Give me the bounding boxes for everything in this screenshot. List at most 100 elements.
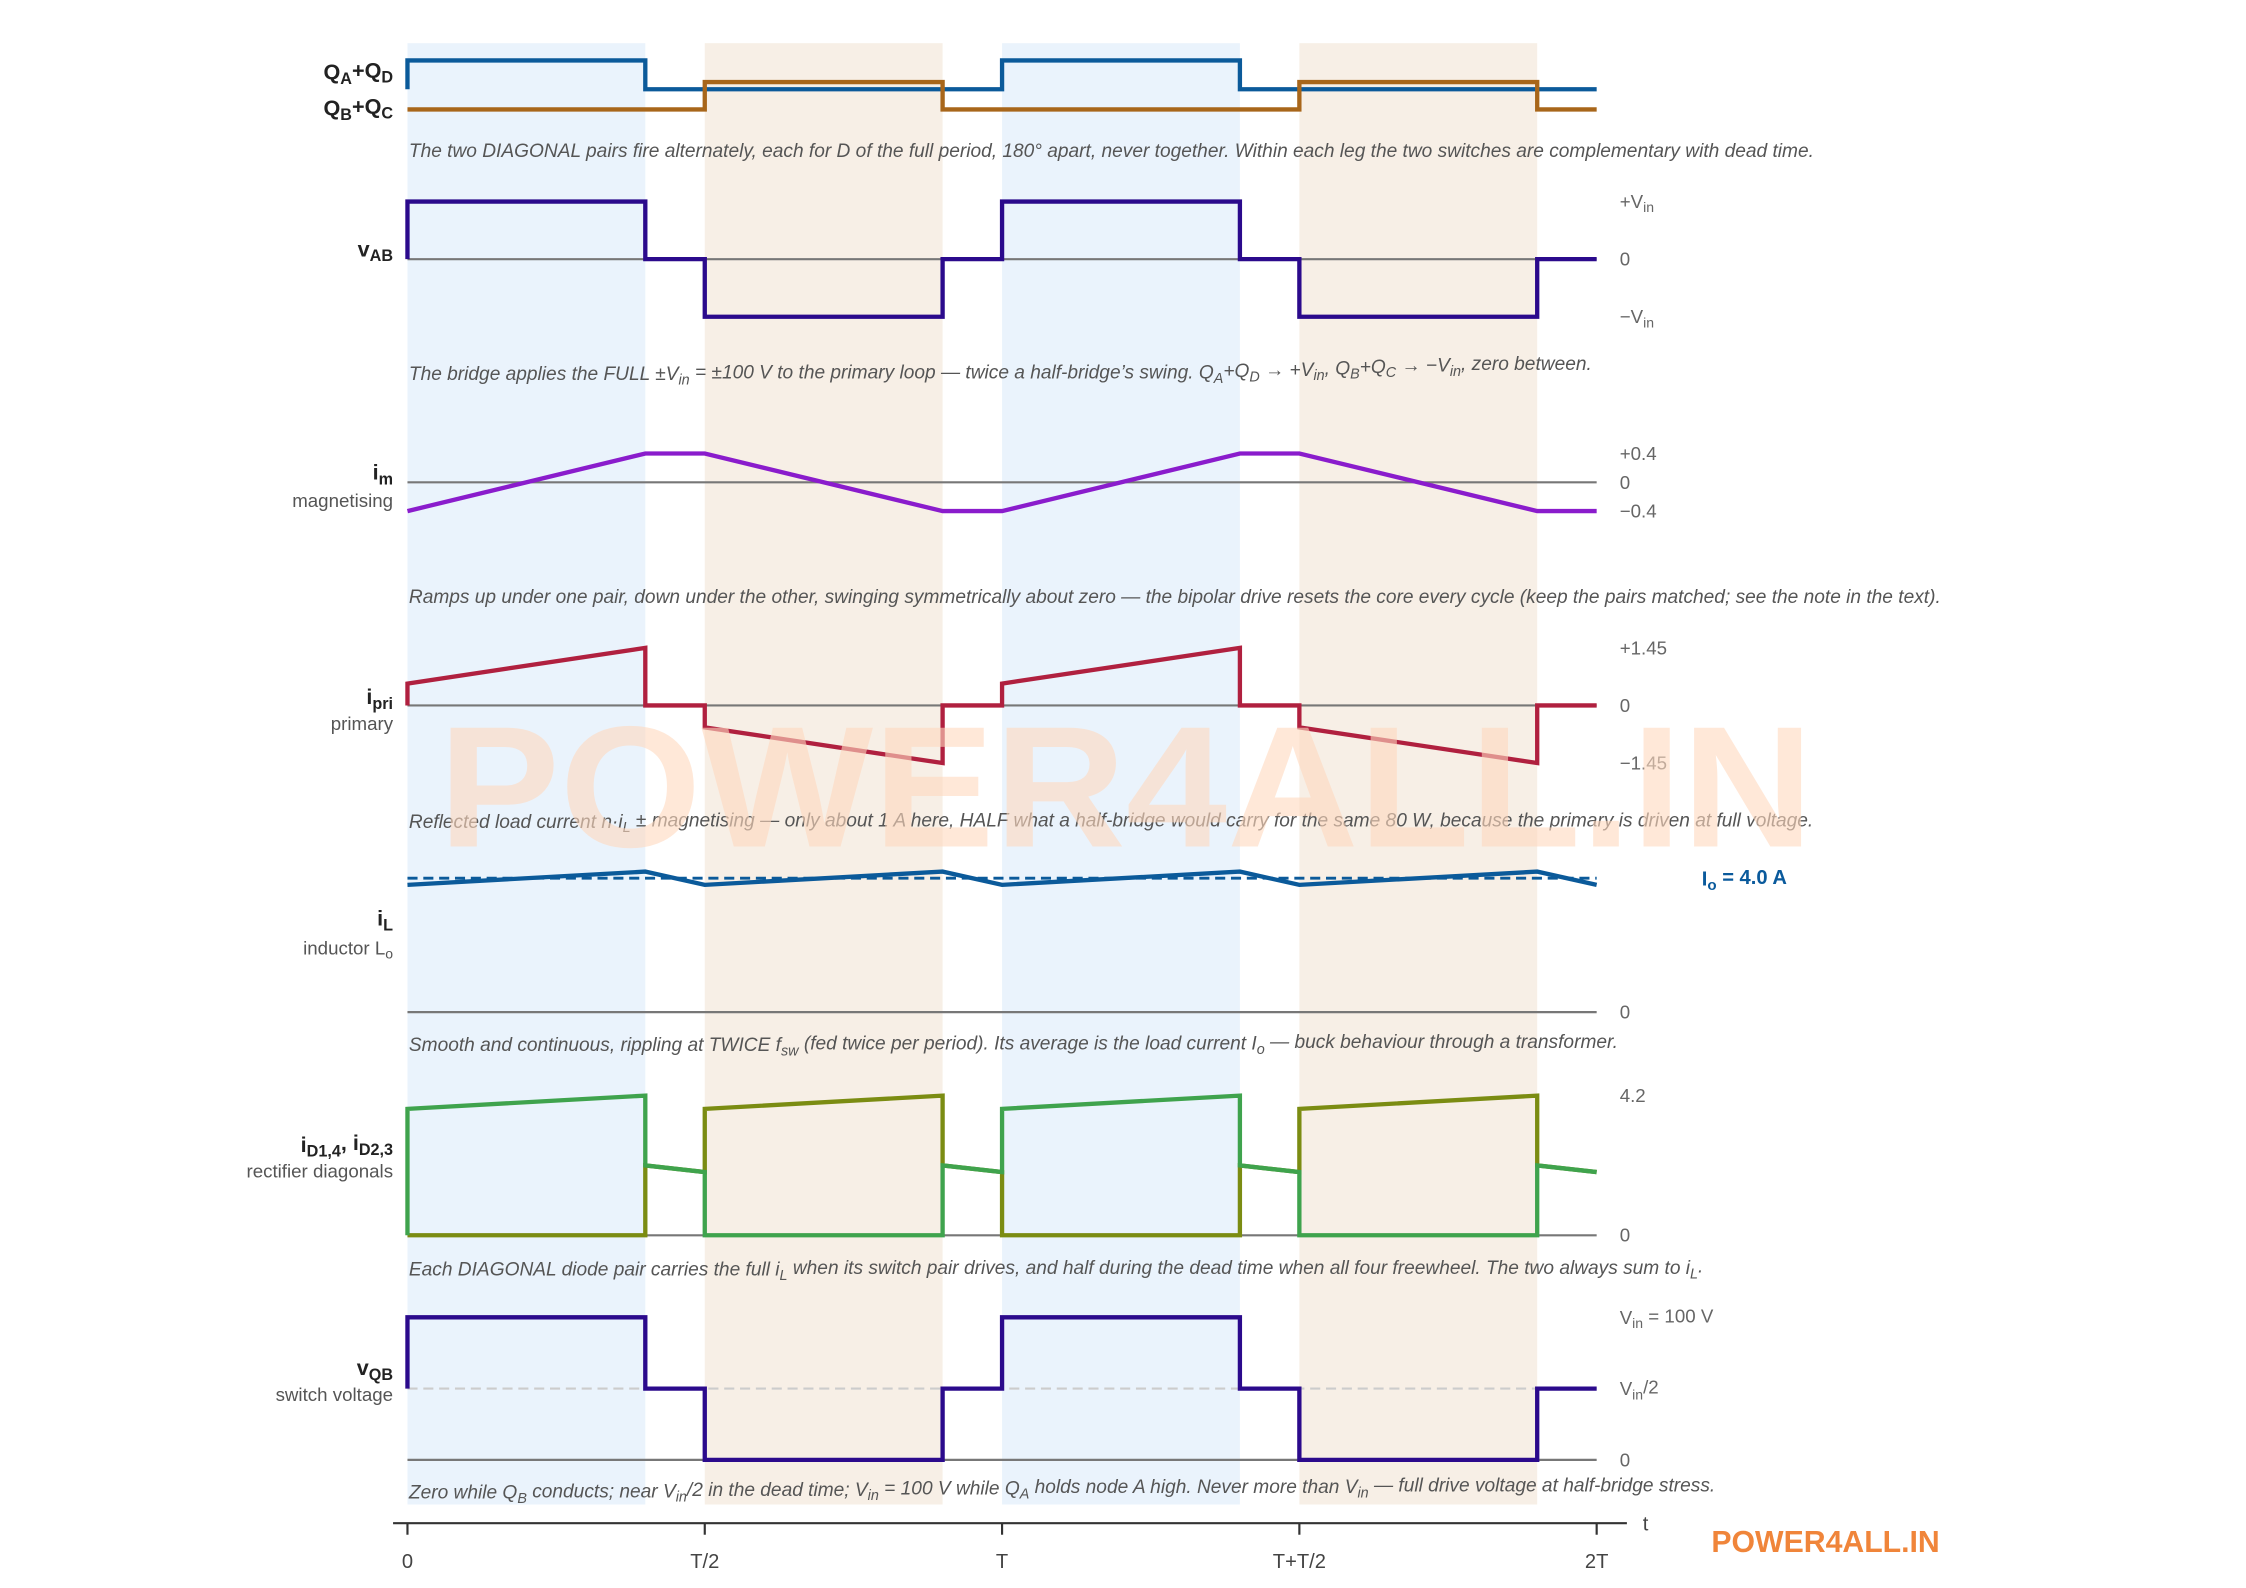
caption-id-text: Each DIAGONAL diode pair carries the ful… — [409, 1260, 780, 1281]
vab-tick-label-text: +V — [1620, 191, 1644, 212]
drive-interval-shade — [1002, 43, 1240, 1505]
caption-vab-text: D — [1249, 370, 1259, 386]
caption-im-text: Ramps up under one pair, down under the … — [409, 587, 1941, 608]
vqb-tick-label-text: in — [1632, 1315, 1643, 1331]
label-vqb: vQB — [357, 1355, 393, 1384]
label-qa-qd-text: +Q — [352, 58, 381, 83]
label-id-text: , i — [341, 1130, 359, 1155]
id-tick-label: 4.2 — [1620, 1085, 1646, 1106]
ipri-tick-label: +1.45 — [1620, 637, 1667, 658]
label-qb-qc: QB+QC — [323, 94, 393, 124]
vqb-tick-label-text: V — [1620, 1307, 1633, 1328]
caption-vab-text: in — [678, 372, 689, 388]
vab-tick-label: 0 — [1620, 249, 1630, 270]
caption-vab-text: The bridge applies the FULL ±V — [409, 364, 681, 385]
vqb-tick-label-text: 0 — [1620, 1449, 1630, 1470]
caption-vab-text: C — [1386, 365, 1397, 381]
im-tick-label: +0.4 — [1620, 443, 1657, 464]
time-tick-label: T+T/2 — [1273, 1551, 1326, 1573]
caption-il-text: Smooth and continuous, rippling at TWICE… — [409, 1035, 783, 1056]
time-tick-label: T — [996, 1551, 1008, 1573]
caption-vqb-text: /2 in the dead time; V — [685, 1480, 870, 1501]
caption-il-text: o — [1257, 1042, 1265, 1058]
caption-vab-text: B — [1350, 367, 1360, 383]
vqb-tick-label-text: /2 — [1643, 1377, 1659, 1398]
ipri-tick-label-text: 0 — [1620, 695, 1630, 716]
caption-vab-text: → +V — [1260, 360, 1316, 381]
caption-vqb-text: B — [517, 1491, 527, 1507]
caption-vqb: Zero while QB conducts; near Vin/2 in th… — [408, 1476, 1715, 1507]
caption-id-text: L — [1690, 1266, 1698, 1282]
sublabel-switch-voltage-text: switch voltage — [276, 1384, 393, 1405]
caption-il-text: (fed twice per period). Its average is t… — [799, 1034, 1258, 1055]
caption-il-text: sw — [781, 1043, 800, 1059]
label-il: iL — [377, 906, 393, 935]
label-qb-qc-text: B — [340, 106, 352, 124]
caption-id-text: when its switch pair drives, and half du… — [788, 1258, 1691, 1279]
label-id-text: D1,4 — [307, 1143, 341, 1161]
caption-vab: The bridge applies the FULL ±Vin = ±100 … — [409, 354, 1592, 388]
waveform-series — [405, 58, 1598, 1463]
label-im-text: i — [373, 459, 379, 484]
sublabel-primary: primary — [331, 713, 394, 734]
sublabel-magnetising: magnetising — [292, 490, 393, 511]
caption-id-text: L — [780, 1268, 788, 1284]
label-il-text: L — [383, 917, 393, 935]
io-average-label-text: = 4.0 A — [1717, 867, 1788, 889]
caption-id-text: . — [1698, 1257, 1703, 1278]
caption-gate: The two DIAGONAL pairs fire alternately,… — [409, 141, 1814, 162]
im-tick-label: −0.4 — [1620, 501, 1657, 522]
vqb-series-0 — [405, 1315, 1597, 1463]
vqb-tick-label: 0 — [1620, 1449, 1630, 1470]
vab-tick-label-text: −V — [1620, 306, 1644, 327]
sublabel-magnetising-text: magnetising — [292, 490, 393, 511]
im-tick-label-text: +0.4 — [1620, 443, 1657, 464]
caption-vab-text: , zero between. — [1461, 354, 1592, 375]
vab-tick-label-text: in — [1643, 314, 1654, 330]
caption-vab-text: , Q — [1325, 358, 1351, 379]
label-qa-qd-text: A — [340, 70, 352, 88]
im-tick-label-text: 0 — [1620, 472, 1630, 493]
im-series-0 — [406, 451, 1597, 514]
vqb-tick-label-text: = 100 V — [1643, 1305, 1714, 1326]
label-qa-qd: QA+QD — [323, 58, 393, 88]
drive-interval-shade — [407, 43, 646, 1505]
il-series-0 — [407, 869, 1598, 888]
caption-vqb-text: — full drive voltage at half-bridge stre… — [1369, 1476, 1716, 1497]
label-qa-qd-text: D — [381, 68, 393, 86]
caption-vqb-text: = 100 V while Q — [879, 1478, 1020, 1499]
caption-ipri-text: Reflected load current n·i — [409, 812, 623, 833]
label-vqb-text: v — [357, 1355, 369, 1380]
caption-gate-text: The two DIAGONAL pairs fire alternately,… — [409, 141, 1814, 162]
label-id-text: i — [301, 1132, 307, 1157]
caption-vab-text: +Q — [1223, 361, 1249, 382]
label-ipri-text: pri — [372, 695, 393, 713]
label-im: im — [373, 459, 393, 488]
gate-series-0 — [405, 58, 1597, 92]
brand-logo-text: POWER4ALL.IN — [1711, 1526, 1939, 1559]
caption-id: Each DIAGONAL diode pair carries the ful… — [409, 1257, 1703, 1284]
watermark: POWER4ALL.IN — [438, 691, 1813, 884]
vab-tick-label-text: in — [1643, 199, 1654, 215]
label-qb-qc-text: Q — [323, 95, 340, 120]
caption-ipri-text: ± magnetising — only about 1 A here, HAL… — [631, 810, 1814, 831]
vqb-tick-label: Vin = 100 V — [1620, 1305, 1714, 1331]
drive-interval-shading — [407, 43, 1538, 1505]
im-tick-label: 0 — [1620, 472, 1630, 493]
label-ipri: ipri — [366, 684, 393, 713]
caption-vab-text: in — [1450, 364, 1461, 380]
caption-im: Ramps up under one pair, down under the … — [409, 587, 1941, 608]
label-vab: vAB — [358, 236, 393, 265]
label-id-text: D2,3 — [359, 1141, 393, 1159]
caption-vqb-text: Zero while Q — [408, 1483, 518, 1504]
sublabel-primary-text: primary — [331, 713, 394, 734]
ipri-series-0 — [405, 645, 1597, 766]
label-qb-qc-text: C — [381, 104, 393, 122]
id-tick-label: 0 — [1620, 1225, 1630, 1246]
ipri-tick-label: −1.45 — [1620, 753, 1667, 774]
label-ipri-text: i — [366, 684, 372, 709]
caption-il-text: — buck behaviour through a transformer. — [1265, 1032, 1618, 1053]
caption-vab-text: in — [1313, 368, 1324, 384]
il-tick-label-text: 0 — [1620, 1002, 1630, 1023]
